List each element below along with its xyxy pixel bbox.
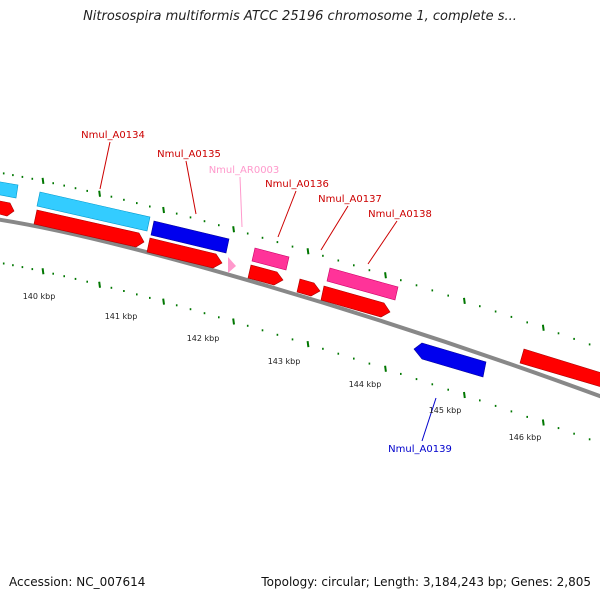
callout-nmul-a0134 <box>99 141 111 190</box>
callout-nmul-ar0003 <box>239 176 243 228</box>
gene-feature-nmul-a0135[interactable] <box>150 220 230 254</box>
gene-label-nmul-a0138[interactable]: Nmul_A0138 <box>368 209 432 220</box>
scale-label-143: 143 kbp <box>268 357 301 366</box>
chromosome-backbone <box>0 217 600 399</box>
cds-feature-nmul-a0135[interactable] <box>146 237 223 269</box>
genome-summary-text: Topology: circular; Length: 3,184,243 bp… <box>261 575 591 589</box>
inner-tick-major <box>384 365 387 372</box>
scale-label-144: 144 kbp <box>349 380 382 389</box>
gene-labels: Nmul_A0134 Nmul_A0135 Nmul_AR0003 Nmul_A… <box>81 130 452 455</box>
outer-tick-major <box>306 248 310 255</box>
inner-tick-ring <box>2 262 591 441</box>
gene-feature-nmul-a0134[interactable] <box>36 191 151 232</box>
inner-tick-major <box>232 318 235 325</box>
cds-feature-right-edge[interactable] <box>519 348 600 388</box>
outer-tick-major <box>98 190 101 197</box>
gene-label-nmul-a0139[interactable]: Nmul_A0139 <box>388 444 452 455</box>
gene-label-nmul-a0134[interactable]: Nmul_A0134 <box>81 130 145 141</box>
callout-nmul-a0135 <box>185 160 197 215</box>
callout-nmul-a0138 <box>367 220 398 265</box>
scale-labels: 140 kbp 141 kbp 142 kbp 143 kbp 144 kbp … <box>23 292 542 442</box>
accession-text: Accession: NC_007614 <box>9 575 146 589</box>
cds-feature-left-edge[interactable] <box>0 200 15 217</box>
outer-tick-major <box>232 226 235 233</box>
outer-tick-major <box>463 297 466 305</box>
inner-tick-major <box>162 298 165 305</box>
callout-nmul-a0139 <box>421 397 437 442</box>
gene-label-nmul-a0135[interactable]: Nmul_A0135 <box>157 149 221 160</box>
outer-tick-ring <box>2 172 591 346</box>
outer-tick-major <box>41 177 45 185</box>
gene-feature-nmul-a0137[interactable] <box>326 267 399 301</box>
scale-label-146: 146 kbp <box>509 433 542 442</box>
gene-feature-left-edge[interactable] <box>0 181 19 199</box>
gene-label-nmul-ar0003[interactable]: Nmul_AR0003 <box>209 165 280 176</box>
scale-label-140: 140 kbp <box>23 292 56 301</box>
inner-tick-major <box>98 281 101 288</box>
cds-feature-nmul-a0136[interactable] <box>247 264 284 286</box>
outer-tick-major <box>162 206 165 214</box>
map-title: Nitrosospira multiformis ATCC 25196 chro… <box>83 9 517 24</box>
gene-label-nmul-a0137[interactable]: Nmul_A0137 <box>318 194 382 205</box>
inner-tick-major <box>463 391 466 399</box>
gene-feature-nmul-a0136[interactable] <box>251 247 290 271</box>
scale-label-141: 141 kbp <box>105 312 138 321</box>
inner-tick-major <box>306 340 310 348</box>
cds-feature-nmul-a0137a[interactable] <box>296 278 321 297</box>
callout-nmul-a0137 <box>320 205 349 251</box>
inner-tick-major <box>541 419 545 426</box>
gene-feature-nmul-a0139[interactable] <box>413 342 487 378</box>
outer-tick-major <box>541 324 545 331</box>
cds-feature-nmul-a0137b[interactable] <box>320 285 391 318</box>
rna-feature-nmul-ar0003[interactable] <box>228 257 236 273</box>
inner-tick-major <box>41 268 45 275</box>
scale-label-142: 142 kbp <box>187 334 220 343</box>
gene-label-nmul-a0136[interactable]: Nmul_A0136 <box>265 179 329 190</box>
label-callout-lines <box>99 141 437 442</box>
feature-track <box>0 181 600 388</box>
cds-feature-nmul-a0134[interactable] <box>33 209 145 248</box>
callout-nmul-a0136 <box>277 190 297 238</box>
scale-label-145: 145 kbp <box>429 406 462 415</box>
outer-tick-major <box>384 272 387 279</box>
